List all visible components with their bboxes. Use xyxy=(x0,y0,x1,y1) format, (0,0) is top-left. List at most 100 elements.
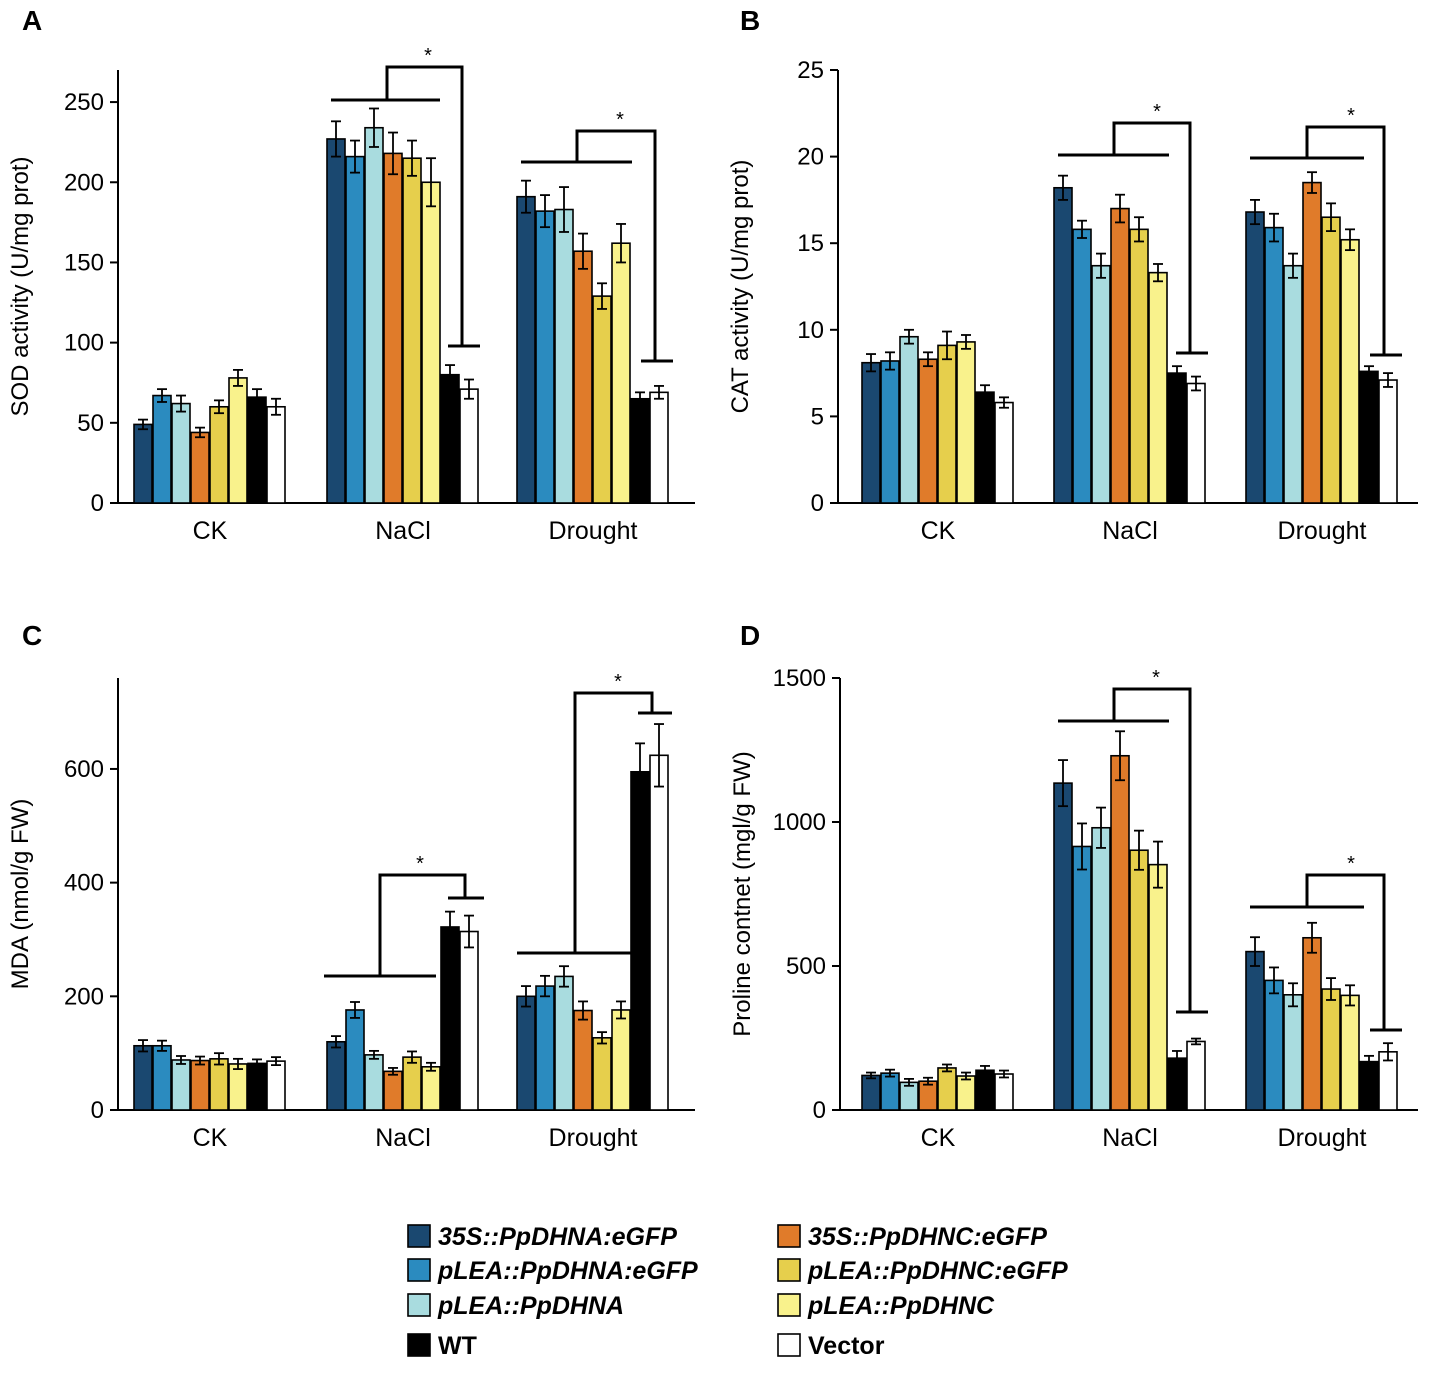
bar xyxy=(364,1054,384,1111)
x-tick-label: Drought xyxy=(549,517,638,545)
bar xyxy=(899,335,919,504)
x-tick-label: NaCl xyxy=(1102,517,1158,545)
bar xyxy=(649,391,669,504)
bar xyxy=(937,344,957,504)
bar xyxy=(861,1074,881,1111)
bar xyxy=(326,1040,346,1111)
bar xyxy=(1129,228,1149,504)
bar xyxy=(1186,1040,1206,1111)
y-tick-label: 25 xyxy=(797,57,824,84)
bar xyxy=(1283,993,1303,1111)
bar xyxy=(956,1075,976,1111)
significance-star: * xyxy=(1152,667,1160,689)
bar xyxy=(152,394,172,504)
bar xyxy=(1072,228,1092,504)
y-tick-label: 400 xyxy=(64,870,104,897)
y-tick-label: 5 xyxy=(811,403,824,430)
y-axis-label: CAT activity (U/mg prot) xyxy=(727,160,754,414)
legend-swatch xyxy=(777,1293,801,1317)
bar xyxy=(861,361,881,504)
y-axis-label: MDA (nmol/g FW) xyxy=(7,799,34,990)
bar xyxy=(383,152,403,504)
y-axis-label: SOD activity (U/mg prot) xyxy=(7,156,34,416)
bar xyxy=(592,295,612,504)
y-tick-label: 0 xyxy=(91,490,104,517)
panel-letter-d: D xyxy=(740,620,760,651)
bar xyxy=(535,985,555,1111)
y-tick-label: 200 xyxy=(64,169,104,196)
bar xyxy=(171,402,191,504)
bar xyxy=(266,405,286,504)
bar xyxy=(402,1056,422,1111)
significance-star: * xyxy=(1347,853,1355,875)
panel-d-proline-chart: 0 500 1000 1500 Proline contnet (mgl/g FW) CK… xyxy=(729,665,1418,1152)
bar xyxy=(918,358,938,504)
legend-swatch xyxy=(407,1333,431,1357)
y-tick-label: 150 xyxy=(64,249,104,276)
bar xyxy=(880,360,900,504)
panel-b-cat-chart: 0 5 10 15 20 25 CAT activity (U/mg prot) CK NaCl… xyxy=(727,57,1418,545)
legend: 35S::PpDHNA:eGFPpLEA::PpDHNA:eGFPpLEA::P… xyxy=(407,1223,1068,1360)
bar xyxy=(152,1044,172,1111)
y-tick-label: 600 xyxy=(64,756,104,783)
significance-star: * xyxy=(416,853,424,875)
bar xyxy=(592,1037,612,1111)
x-tick-label: CK xyxy=(921,517,956,545)
x-tick-label: NaCl xyxy=(375,517,431,545)
bar xyxy=(630,770,650,1111)
bar xyxy=(1053,186,1073,504)
bar xyxy=(975,391,995,504)
bar xyxy=(228,1063,248,1111)
panel-c-mda-chart: 0 200 400 600 MDA (nmol/g FW) CK NaCl Drought * * xyxy=(7,671,695,1152)
bar xyxy=(1148,271,1168,504)
bracket-connector xyxy=(575,129,657,361)
legend-swatch xyxy=(777,1333,801,1357)
legend-label: pLEA::PpDHNA xyxy=(437,1292,624,1320)
y-tick-label: 250 xyxy=(64,89,104,116)
y-tick-label: 1000 xyxy=(773,809,826,836)
y-tick-label: 15 xyxy=(797,230,824,257)
bar xyxy=(573,1009,593,1111)
bar xyxy=(345,155,365,504)
bar xyxy=(1321,216,1341,504)
bracket-connector xyxy=(1112,687,1192,1012)
legend-label: WT xyxy=(438,1332,477,1360)
bar xyxy=(364,126,384,504)
legend-swatch xyxy=(777,1224,801,1248)
bar xyxy=(190,431,210,504)
y-tick-label: 200 xyxy=(64,983,104,1010)
bar xyxy=(1321,988,1341,1111)
bar xyxy=(956,341,976,504)
bar xyxy=(1053,782,1073,1111)
bar xyxy=(516,195,536,504)
bar xyxy=(516,995,536,1111)
bar xyxy=(1302,936,1322,1111)
bar xyxy=(266,1060,286,1111)
legend-label: pLEA::PpDHNA:eGFP xyxy=(437,1257,698,1285)
panel-a-sod-chart: 0 50 100 150 200 250 SOD activity (U/mg prot) C… xyxy=(7,45,695,545)
legend-label: 35S::PpDHNA:eGFP xyxy=(438,1223,677,1251)
bar xyxy=(1129,849,1149,1111)
bar xyxy=(611,1009,631,1111)
bar xyxy=(459,930,479,1111)
y-tick-label: 50 xyxy=(77,410,104,437)
bar xyxy=(535,210,555,504)
bar xyxy=(994,1073,1014,1111)
y-tick-label: 0 xyxy=(91,1097,104,1124)
legend-label: 35S::PpDHNC:eGFP xyxy=(808,1223,1047,1251)
legend-swatch xyxy=(407,1258,431,1282)
bracket-connector xyxy=(385,65,464,346)
bar xyxy=(1245,950,1265,1111)
bar xyxy=(1186,382,1206,504)
x-tick-label: Drought xyxy=(1278,517,1367,545)
legend-label: Vector xyxy=(808,1332,885,1360)
bar xyxy=(1245,211,1265,504)
bar xyxy=(1091,826,1111,1111)
bar xyxy=(247,1062,267,1111)
bar xyxy=(1359,370,1379,504)
bar xyxy=(1264,226,1284,504)
bar xyxy=(1167,372,1187,504)
legend-swatch xyxy=(407,1224,431,1248)
bar xyxy=(421,1066,441,1111)
